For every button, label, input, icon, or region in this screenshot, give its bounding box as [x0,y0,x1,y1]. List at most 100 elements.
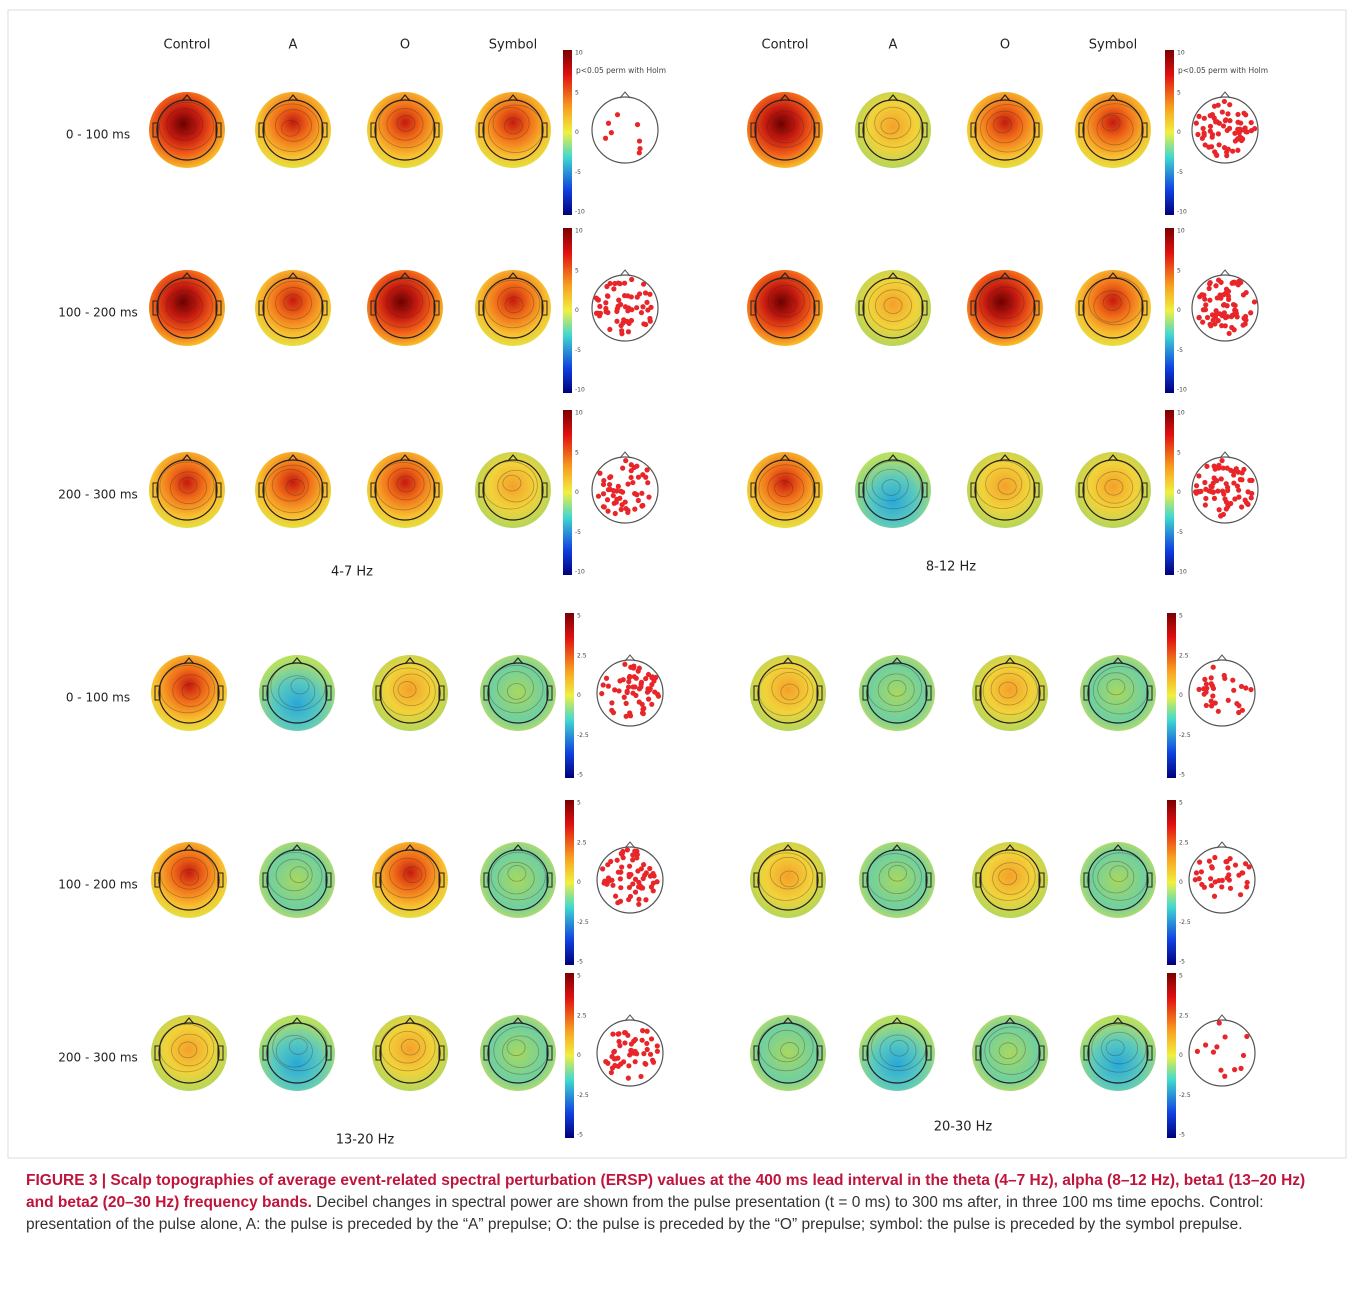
colorbar-tick-label: 5 [1179,613,1183,620]
head-outline [374,277,436,339]
colorbar-tick-label: -5 [1177,529,1183,536]
colorbar-tick-label: -5 [577,1132,583,1139]
colorbar-tick-label: 5 [577,613,581,620]
significant-electrode [648,872,655,879]
significant-electrode [1195,488,1201,495]
significant-electrode [597,303,603,309]
topo-fill [750,1015,826,1091]
significant-electrode [623,700,629,706]
significant-electrode [1239,504,1245,510]
ear [370,300,377,316]
topo-fill [747,452,823,528]
significant-electrode [626,871,632,878]
nose [779,454,791,462]
ear [1141,122,1148,138]
significant-electrode [600,491,607,497]
significant-electrode [1209,312,1216,318]
contour [771,671,809,705]
head-outline [266,662,328,724]
colorbar-tick-label: 10 [1177,50,1185,57]
significant-electrode [1224,484,1231,491]
contour [881,479,901,496]
significant-electrode [1194,1048,1200,1054]
significant-electrode [605,120,612,126]
nose [287,454,299,462]
significant-electrode [1201,115,1207,121]
ear [858,300,865,316]
significant-electrode [1202,142,1208,148]
ear [262,872,269,888]
ear [1038,1045,1045,1061]
significant-electrode [1225,503,1231,509]
significant-electrode [647,1051,654,1057]
significant-electrode [1226,872,1232,878]
ear [370,482,377,498]
head-outline [757,1022,819,1084]
significant-electrode [615,483,621,489]
head-outline [974,459,1036,521]
scalp-map [972,842,1048,918]
contour [889,1039,909,1057]
nose [512,657,524,665]
contour [1093,290,1131,323]
head-outline [862,459,924,521]
significant-electrode [628,474,634,481]
ear [325,872,332,888]
ear [215,122,222,138]
colorbar-tick-label: 2.5 [577,652,587,659]
significant-electrode [618,869,624,875]
significant-electrode [1196,859,1203,865]
topo-fill [750,842,826,918]
significant-electrode [628,1047,634,1054]
colorbar-tick-label: -10 [1177,209,1187,216]
nose [624,1014,636,1022]
ear [546,685,553,701]
significant-electrode [1239,707,1246,713]
significant-electrode [648,884,655,890]
significant-electrode [626,675,632,681]
significant-electrode [593,295,599,301]
significant-electrode [1202,676,1208,682]
ear [370,122,377,138]
significant-electrode [1216,507,1222,513]
contour [506,1039,526,1056]
significant-electrode [1227,118,1233,124]
head-outline [482,99,544,161]
contour [265,464,321,514]
nose [619,91,631,99]
contour [985,467,1023,501]
significant-electrode [604,283,610,290]
significant-electrode [622,304,629,310]
ear [970,482,977,498]
ear [970,122,977,138]
nose [404,657,416,665]
significant-electrode [1220,511,1226,518]
significant-electrode [1210,685,1217,692]
ear [258,300,265,316]
significant-electrode [627,713,634,719]
significant-electrode [611,286,617,292]
ear [433,482,440,498]
head-outline [757,662,819,724]
head-outline [866,849,928,911]
head-outline [379,1022,441,1084]
contour [1096,471,1134,504]
scalp-map [149,270,225,346]
colorbar-tick-label: 0 [575,307,579,314]
scalp-map [855,270,931,346]
contour [166,108,204,141]
colorbar-tick-label: 10 [575,50,583,57]
significant-electrode [1193,483,1200,489]
significant-electrode [1207,321,1213,327]
topo-fill [259,1015,335,1091]
significant-electrode [640,875,646,882]
significant-electrode [603,305,609,312]
head-outline [979,849,1041,911]
significant-electrode [1209,865,1215,871]
ear [262,685,269,701]
significant-electrode [1243,317,1249,323]
scalp-map [255,270,331,346]
significant-electrode [1200,319,1206,325]
ear [862,685,869,701]
ear [975,685,982,701]
